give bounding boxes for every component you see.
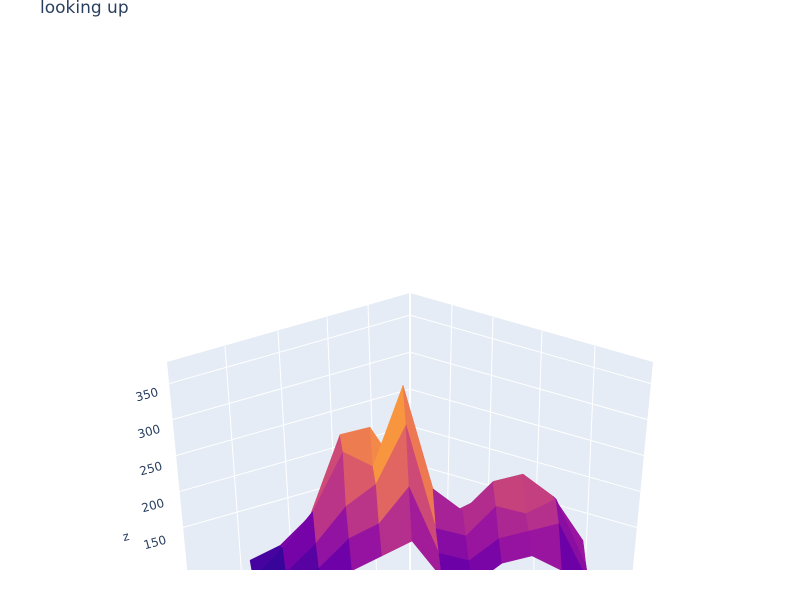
z-axis-label: z xyxy=(121,529,131,544)
surface-patch xyxy=(315,567,320,570)
surface-patch xyxy=(555,498,588,570)
surface-patch xyxy=(318,537,353,570)
z-tick-label: 250 xyxy=(138,459,164,478)
z-ticks: 150 200 250 300 350 xyxy=(134,385,168,552)
z-tick-label: 300 xyxy=(136,422,162,441)
z-tick-label: 150 xyxy=(142,533,168,552)
grid-line xyxy=(166,388,654,459)
surface xyxy=(249,385,588,600)
grid-line xyxy=(166,351,654,422)
surface-patch xyxy=(408,486,442,570)
z-tick-label: 200 xyxy=(140,496,166,515)
surface-patch xyxy=(259,590,292,600)
surface-patch xyxy=(558,523,583,570)
right-wall xyxy=(410,293,653,570)
z-tick-label: 350 xyxy=(134,385,160,404)
surface-patch xyxy=(256,573,289,600)
scene xyxy=(166,293,654,600)
surface-patch xyxy=(260,547,286,570)
grid-line xyxy=(166,314,654,385)
chart-title: looking up xyxy=(40,0,129,18)
surface-patch xyxy=(528,523,563,570)
surface-patch xyxy=(438,552,471,570)
